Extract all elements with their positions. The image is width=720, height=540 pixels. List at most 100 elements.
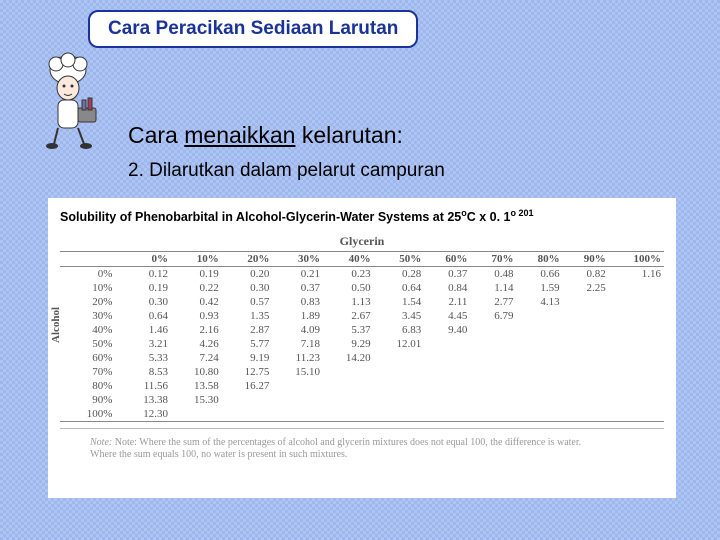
cell [374, 393, 425, 407]
title-text: Cara Peracikan Sediaan Larutan [108, 18, 398, 39]
cell [222, 407, 273, 422]
cell [563, 323, 609, 337]
table-row: 100%12.30 [60, 407, 664, 422]
data-panel: Solubility of Phenobarbital in Alcohol-G… [48, 198, 676, 498]
col-header: 100% [609, 252, 664, 267]
cell: 1.89 [272, 309, 323, 323]
title-box: Cara Peracikan Sediaan Larutan [88, 10, 418, 48]
cell: 1.13 [323, 295, 374, 309]
list-item-text: 2. Dilarutkan dalam pelarut campuran [128, 160, 445, 181]
cell [470, 351, 516, 365]
cell: 0.23 [323, 267, 374, 282]
cell [424, 393, 470, 407]
cell [516, 351, 562, 365]
cell: 13.38 [120, 393, 171, 407]
cell: 4.13 [516, 295, 562, 309]
table-row: 30%0.640.931.351.892.673.454.456.79 [60, 309, 664, 323]
cell [424, 407, 470, 422]
cell: 1.46 [120, 323, 171, 337]
cell [323, 393, 374, 407]
cell: 0.37 [272, 281, 323, 295]
cell: 2.25 [563, 281, 609, 295]
cell [424, 337, 470, 351]
col-header: 30% [272, 252, 323, 267]
cell: 0.12 [120, 267, 171, 282]
cell [563, 393, 609, 407]
axis-label-left: Alcohol [50, 307, 62, 343]
cell: 0.42 [171, 295, 222, 309]
caption-ref: 201 [516, 208, 534, 218]
row-label: 60% [60, 351, 120, 365]
cell: 7.24 [171, 351, 222, 365]
cell: 1.35 [222, 309, 273, 323]
cell: 5.33 [120, 351, 171, 365]
solubility-table: 0%10%20%30%40%50%60%70%80%90%100% 0%0.12… [60, 251, 664, 422]
cell [374, 407, 425, 422]
cell [609, 337, 664, 351]
cell: 11.56 [120, 379, 171, 393]
cell: 1.59 [516, 281, 562, 295]
cell: 1.16 [609, 267, 664, 282]
cell [171, 407, 222, 422]
cell: 11.23 [272, 351, 323, 365]
cell: 0.21 [272, 267, 323, 282]
col-header: 90% [563, 252, 609, 267]
cell: 5.77 [222, 337, 273, 351]
cell: 0.19 [171, 267, 222, 282]
cell [609, 407, 664, 422]
cell [516, 393, 562, 407]
cell [563, 365, 609, 379]
cell: 0.64 [120, 309, 171, 323]
cell: 1.54 [374, 295, 425, 309]
cell [374, 351, 425, 365]
table-row: 90%13.3815.30 [60, 393, 664, 407]
col-header: 0% [120, 252, 171, 267]
cell: 15.30 [171, 393, 222, 407]
cell [272, 393, 323, 407]
cell [516, 309, 562, 323]
caption-pre: Solubility of Phenobarbital in Alcohol-G… [60, 210, 461, 224]
cell: 4.09 [272, 323, 323, 337]
cell [563, 351, 609, 365]
cell [609, 351, 664, 365]
cell: 0.22 [171, 281, 222, 295]
subtitle: Cara menaikkan kelarutan: [128, 122, 403, 149]
cell [609, 379, 664, 393]
col-header: 60% [424, 252, 470, 267]
cell [272, 407, 323, 422]
cell: 12.01 [374, 337, 425, 351]
cell [609, 323, 664, 337]
cell: 0.93 [171, 309, 222, 323]
row-label: 20% [60, 295, 120, 309]
cell: 0.30 [222, 281, 273, 295]
row-label: 100% [60, 407, 120, 422]
table-wrap: Glycerin 0%10%20%30%40%50%60%70%80%90%10… [48, 228, 676, 422]
cell: 3.21 [120, 337, 171, 351]
cell [609, 365, 664, 379]
cell: 0.37 [424, 267, 470, 282]
cell [516, 407, 562, 422]
cell [470, 323, 516, 337]
cell: 15.10 [272, 365, 323, 379]
cell [323, 407, 374, 422]
table-caption: Solubility of Phenobarbital in Alcohol-G… [48, 198, 676, 228]
cell: 16.27 [222, 379, 273, 393]
cell [374, 379, 425, 393]
cell: 0.66 [516, 267, 562, 282]
cell [470, 365, 516, 379]
cell [609, 309, 664, 323]
table-row: 10%0.190.220.300.370.500.640.841.141.592… [60, 281, 664, 295]
cell [470, 407, 516, 422]
cell [470, 337, 516, 351]
cell: 1.14 [470, 281, 516, 295]
cell: 0.84 [424, 281, 470, 295]
table-row: 0%0.120.190.200.210.230.280.370.480.660.… [60, 267, 664, 282]
cell [563, 309, 609, 323]
cell: 8.53 [120, 365, 171, 379]
cell: 0.28 [374, 267, 425, 282]
note-line1: Note: Where the sum of the percentages o… [115, 437, 581, 448]
list-item: 2. Dilarutkan dalam pelarut campuran [128, 160, 445, 182]
col-header: 40% [323, 252, 374, 267]
cell [563, 337, 609, 351]
cell: 2.67 [323, 309, 374, 323]
